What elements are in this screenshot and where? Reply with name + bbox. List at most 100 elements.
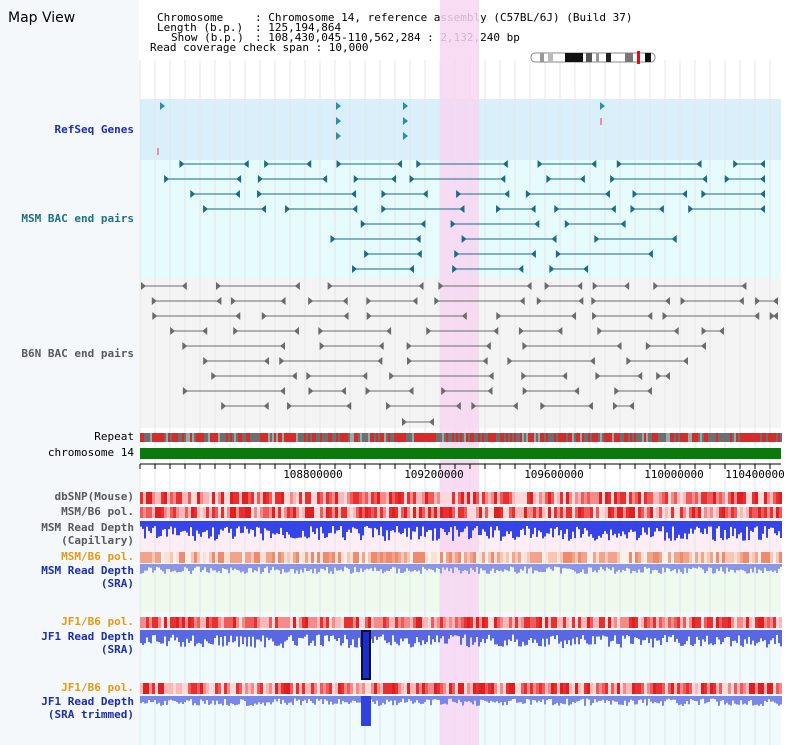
- depth-bar: [442, 564, 444, 568]
- depth-bar: [596, 521, 598, 540]
- depth-bar: [430, 521, 432, 531]
- heat-cell: [317, 552, 320, 563]
- repeat-block: [478, 433, 480, 442]
- heat-cell: [467, 552, 470, 563]
- heat-cell: [266, 617, 269, 628]
- heat-cell: [602, 617, 605, 628]
- depth-bar: [378, 630, 380, 638]
- track-label-b6n-bac[interactable]: B6N BAC end pairs: [21, 347, 134, 360]
- heat-cell: [716, 617, 719, 628]
- heat-cell: [536, 617, 539, 628]
- depth-bar: [414, 696, 416, 703]
- heat-cell: [638, 507, 641, 518]
- refseq-genes-track[interactable]: [157, 102, 605, 155]
- track-label-jf1-depth-trimmed[interactable]: JF1 Read Depth: [41, 695, 134, 708]
- depth-bar: [734, 630, 736, 641]
- heat-cell: [143, 507, 146, 518]
- depth-bar: [224, 521, 226, 528]
- depth-bar: [614, 564, 616, 574]
- heat-cell: [773, 492, 776, 504]
- repeat-block: [268, 433, 270, 442]
- depth-bar: [302, 521, 304, 531]
- heat-cell: [692, 507, 695, 518]
- depth-bar: [590, 564, 592, 568]
- heat-cell: [155, 683, 158, 694]
- depth-bar: [256, 696, 258, 705]
- heat-cell: [737, 552, 740, 563]
- heat-cell: [290, 617, 293, 628]
- heat-cell: [230, 492, 233, 504]
- depth-bar: [306, 521, 308, 539]
- depth-bar: [384, 630, 386, 641]
- ruler-tick-labels: 108800000 109200000 109600000 110000000 …: [283, 468, 785, 481]
- depth-bar: [232, 564, 234, 571]
- depth-bar: [354, 564, 356, 568]
- depth-bar: [378, 521, 380, 536]
- heat-cell: [191, 552, 194, 563]
- depth-bar: [478, 630, 480, 647]
- track-label-msm-depth-sra[interactable]: MSM Read Depth: [41, 564, 134, 577]
- depth-bar: [482, 630, 484, 639]
- heat-cell: [530, 507, 533, 518]
- track-label-msm-depth-sra-sub: (SRA): [100, 577, 134, 590]
- track-label-msm-b6-pol-1[interactable]: MSM/B6 pol.: [61, 505, 134, 518]
- depth-bar: [692, 521, 694, 534]
- heat-cell: [443, 683, 446, 694]
- depth-bar: [412, 564, 414, 572]
- repeat-block: [650, 433, 652, 442]
- repeat-block: [548, 433, 550, 442]
- msm-bac-track[interactable]: [164, 160, 765, 273]
- repeat-block: [192, 433, 194, 442]
- heat-cell: [656, 492, 659, 504]
- msm-bac-pair-end: [285, 205, 291, 213]
- repeat-block: [730, 433, 732, 442]
- depth-bar: [604, 630, 606, 637]
- heat-cell: [386, 507, 389, 518]
- depth-bar: [354, 696, 356, 701]
- depth-bar: [724, 521, 726, 530]
- depth-bar: [334, 564, 336, 568]
- track-label-jf1-depth-sra[interactable]: JF1 Read Depth: [41, 630, 134, 643]
- track-label-jf1-b6-pol-2[interactable]: JF1/B6 pol.: [61, 681, 134, 694]
- track-label-msm-depth-capillary[interactable]: MSM Read Depth: [41, 521, 134, 534]
- msm-bac-pair-end: [257, 175, 263, 183]
- track-label-msm-bac[interactable]: MSM BAC end pairs: [21, 212, 134, 225]
- depth-bar: [442, 521, 444, 530]
- heat-cell: [473, 617, 476, 628]
- depth-bar: [710, 696, 712, 699]
- chromosome-ideogram[interactable]: [530, 51, 656, 64]
- depth-bar: [688, 630, 690, 637]
- repeat-block: [298, 433, 300, 442]
- depth-bar: [358, 630, 360, 638]
- track-label-jf1-b6-pol-1[interactable]: JF1/B6 pol.: [61, 615, 134, 628]
- heat-cell: [224, 683, 227, 694]
- depth-bar: [244, 696, 246, 702]
- depth-bar: [780, 696, 782, 705]
- heat-cell: [296, 617, 299, 628]
- msm-bac-pair-end: [164, 175, 170, 183]
- track-label-dbsnp[interactable]: dbSNP(Mouse): [54, 490, 134, 503]
- refseq-gene: [403, 117, 408, 125]
- heat-cell: [689, 507, 692, 518]
- b6n-bac-track[interactable]: [140, 282, 778, 426]
- heat-cell: [653, 683, 656, 694]
- b6n-bac-pair-end: [230, 297, 236, 305]
- track-label-msm-b6-pol-2[interactable]: MSM/B6 pol.: [61, 550, 134, 563]
- depth-bar: [184, 630, 186, 647]
- depth-bar: [488, 564, 490, 574]
- repeat-block: [304, 433, 306, 442]
- repeat-block: [656, 433, 658, 442]
- depth-bar: [188, 564, 190, 572]
- heat-cell: [527, 507, 530, 518]
- depth-bar: [266, 521, 268, 531]
- depth-bar: [756, 630, 758, 644]
- b6n-bac-pair-end: [592, 312, 598, 320]
- depth-bar: [562, 630, 564, 648]
- depth-bar: [312, 696, 314, 704]
- repeat-block: [182, 433, 184, 442]
- track-label-refseq-genes[interactable]: RefSeq Genes: [54, 123, 134, 136]
- heat-cell: [212, 683, 215, 694]
- repeat-block: [450, 433, 452, 442]
- repeat-block: [682, 433, 684, 442]
